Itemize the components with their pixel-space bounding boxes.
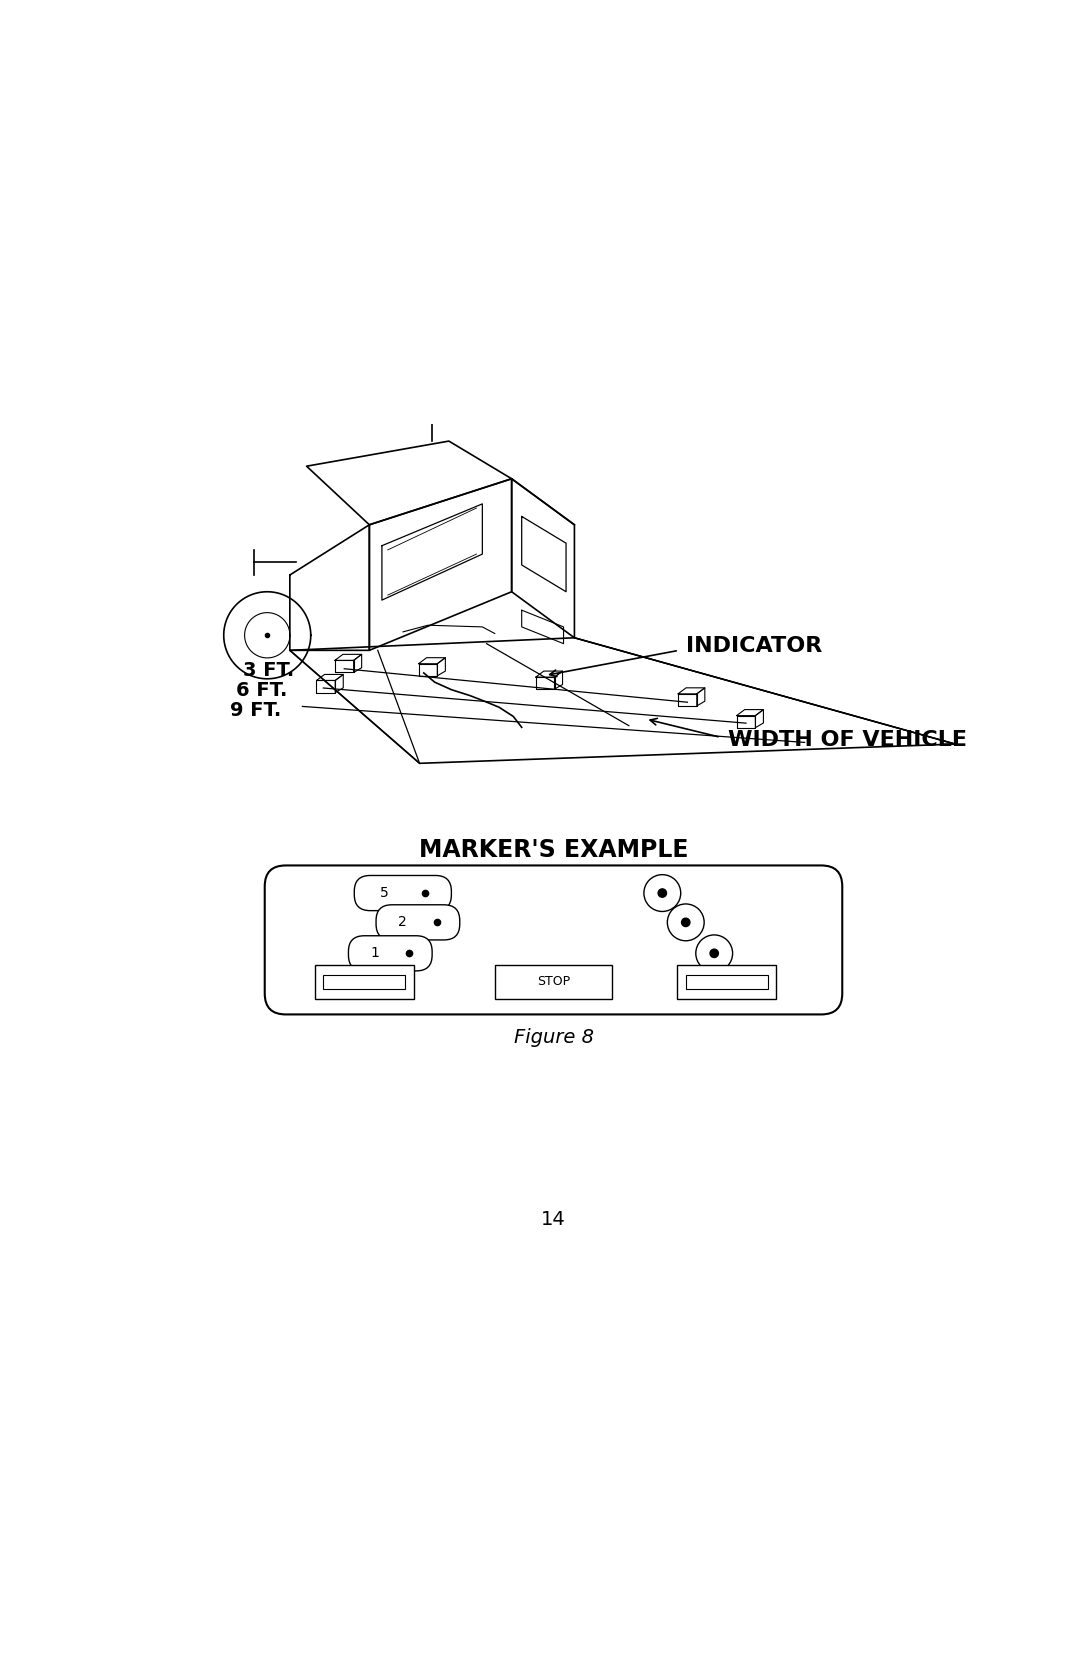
Circle shape <box>644 875 680 911</box>
Circle shape <box>710 950 718 958</box>
Bar <box>323 975 405 990</box>
Text: 14: 14 <box>541 1210 566 1228</box>
Circle shape <box>658 890 666 898</box>
Bar <box>677 965 777 998</box>
Text: 5: 5 <box>380 886 389 900</box>
Text: Figure 8: Figure 8 <box>513 1028 594 1046</box>
Text: MARKER'S EXAMPLE: MARKER'S EXAMPLE <box>419 838 688 861</box>
Text: 1: 1 <box>370 946 379 960</box>
Text: 6 FT.: 6 FT. <box>235 681 287 699</box>
Text: INDICATOR: INDICATOR <box>686 636 822 656</box>
Circle shape <box>696 935 732 971</box>
Circle shape <box>667 905 704 941</box>
Bar <box>495 965 612 998</box>
Circle shape <box>681 918 690 926</box>
FancyBboxPatch shape <box>265 866 842 1015</box>
Text: 9 FT.: 9 FT. <box>230 701 282 719</box>
Text: 3 FT.: 3 FT. <box>243 661 294 679</box>
Text: WIDTH OF VEHICLE: WIDTH OF VEHICLE <box>728 729 967 749</box>
Bar <box>686 975 768 990</box>
Text: STOP: STOP <box>537 975 570 988</box>
FancyBboxPatch shape <box>376 905 460 940</box>
Bar <box>315 965 414 998</box>
FancyBboxPatch shape <box>349 936 432 971</box>
FancyBboxPatch shape <box>354 876 451 911</box>
Text: 2: 2 <box>397 915 406 930</box>
